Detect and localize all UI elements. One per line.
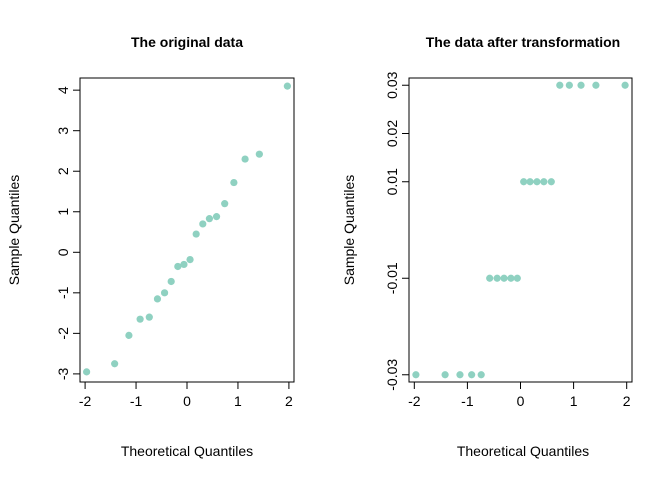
- x-tick-label: 0: [183, 393, 191, 409]
- data-point: [205, 215, 214, 223]
- data-point: [486, 274, 494, 282]
- y-ticks: -3 -2 -1 0 1 2 3 4: [55, 86, 80, 380]
- data-point: [526, 178, 534, 186]
- y-tick-label: 1: [55, 208, 71, 216]
- x-ticks: -2 -1 0 1 2: [79, 382, 293, 409]
- data-point: [565, 81, 573, 89]
- data-points: [83, 82, 291, 376]
- x-tick-label: -1: [130, 393, 143, 409]
- data-point: [412, 371, 420, 379]
- data-point: [468, 371, 476, 379]
- data-point: [241, 155, 249, 163]
- data-points: [412, 81, 629, 379]
- data-point: [477, 371, 485, 379]
- data-point: [192, 230, 200, 238]
- data-point: [513, 274, 521, 282]
- x-tick-label: -1: [461, 393, 474, 409]
- data-point: [540, 178, 548, 186]
- y-tick-label: 0.03: [384, 71, 400, 98]
- x-tick-label: -2: [408, 393, 421, 409]
- chart-title: The data after transformation: [426, 34, 620, 50]
- plot-frame: [408, 77, 633, 383]
- x-tick-label: 2: [285, 393, 293, 409]
- data-point: [520, 178, 528, 186]
- data-point: [136, 315, 144, 323]
- y-tick-label: 0.02: [384, 120, 400, 147]
- y-tick-label: 0: [55, 248, 71, 256]
- data-point: [533, 178, 541, 186]
- data-point: [592, 81, 600, 89]
- chart-title: The original data: [131, 34, 243, 50]
- data-point: [621, 81, 629, 89]
- data-point: [283, 82, 291, 90]
- y-tick-label: -0.01: [384, 262, 400, 294]
- data-point: [507, 274, 515, 282]
- data-point: [199, 220, 207, 228]
- x-ticks: -2 -1 0 1 2: [408, 382, 631, 409]
- y-tick-label: 4: [55, 86, 71, 94]
- y-tick-label: 2: [55, 167, 71, 175]
- data-point: [153, 295, 162, 303]
- data-point: [83, 368, 91, 376]
- x-tick-label: 0: [517, 393, 525, 409]
- y-ticks: -0.03 -0.01 0.01 0.02 0.03: [384, 71, 409, 391]
- x-axis-label: Theoretical Quantiles: [121, 443, 253, 459]
- data-point: [577, 81, 585, 89]
- y-axis-label: Sample Quantiles: [6, 175, 22, 286]
- x-tick-label: 1: [234, 393, 242, 409]
- y-tick-label: 3: [55, 127, 71, 135]
- y-tick-label: -3: [55, 367, 71, 380]
- data-point: [493, 274, 501, 282]
- y-axis-label: Sample Quantiles: [341, 175, 357, 286]
- panel-original: The original data Theoretical Quantiles …: [6, 34, 295, 459]
- panel-transformed: The data after transformation Theoretica…: [341, 34, 633, 459]
- data-point: [556, 81, 564, 89]
- data-point: [174, 262, 182, 271]
- data-point: [255, 150, 263, 158]
- x-axis-label: Theoretical Quantiles: [457, 443, 589, 459]
- data-point: [212, 213, 221, 221]
- data-point: [180, 260, 188, 269]
- x-tick-label: 2: [623, 393, 631, 409]
- data-point: [111, 360, 119, 368]
- data-point: [500, 274, 508, 282]
- data-point: [221, 200, 229, 208]
- data-point: [186, 255, 194, 264]
- data-point: [456, 371, 464, 379]
- data-point: [230, 178, 238, 187]
- data-point: [167, 277, 175, 286]
- data-point: [160, 289, 169, 297]
- data-point: [145, 313, 153, 321]
- plot-frame: [79, 77, 295, 383]
- data-point: [125, 331, 133, 339]
- y-tick-label: -0.03: [384, 359, 400, 391]
- x-tick-label: 1: [570, 393, 578, 409]
- y-tick-label: -1: [55, 286, 71, 299]
- data-point: [441, 371, 449, 379]
- y-tick-label: -2: [55, 327, 71, 340]
- data-point: [547, 178, 555, 186]
- x-tick-label: -2: [79, 393, 92, 409]
- y-tick-label: 0.01: [384, 168, 400, 195]
